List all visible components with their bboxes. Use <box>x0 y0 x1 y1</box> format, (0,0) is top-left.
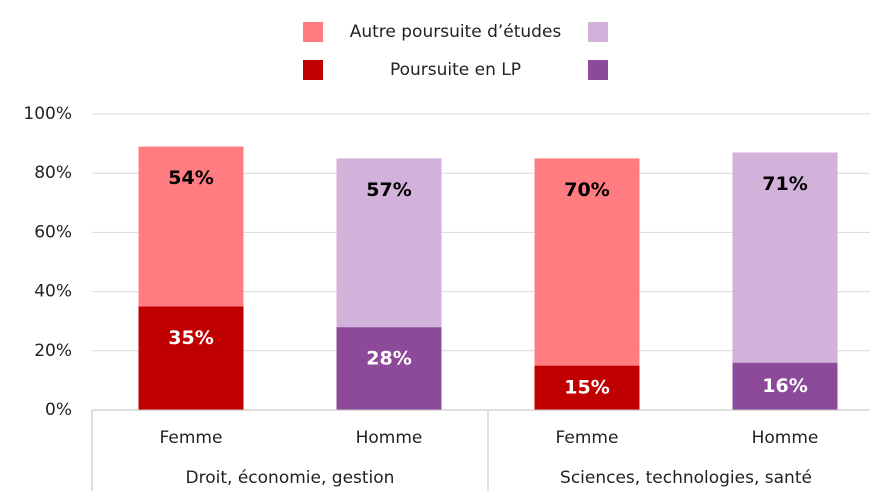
y-tick-label: 0% <box>45 400 72 420</box>
y-tick-label: 100% <box>23 104 72 124</box>
y-tick-label: 20% <box>34 341 72 361</box>
value-label: 35% <box>168 327 213 349</box>
bar-segment <box>336 327 442 410</box>
x-tick-label: Homme <box>356 428 423 448</box>
value-label: 71% <box>762 173 807 195</box>
legend-label: Autre poursuite d’études <box>350 22 562 42</box>
x-tick-label: Femme <box>160 428 223 448</box>
value-label: 15% <box>564 376 609 398</box>
legend-label: Poursuite en LP <box>390 60 521 80</box>
bar-segment <box>138 306 244 410</box>
bar-segment <box>534 158 640 366</box>
bar-segment <box>534 365 640 410</box>
value-label: 54% <box>168 167 213 189</box>
group-label: Sciences, technologies, santé <box>560 468 812 488</box>
y-tick-label: 60% <box>34 222 72 242</box>
legend-swatch <box>303 60 323 80</box>
value-label: 16% <box>762 375 807 397</box>
x-tick-label: Homme <box>752 428 819 448</box>
legend-swatch <box>588 60 608 80</box>
legend-swatch <box>588 22 608 42</box>
value-label: 70% <box>564 179 609 201</box>
y-tick-label: 80% <box>34 163 72 183</box>
bar-segment <box>138 146 244 307</box>
legend-swatch <box>303 22 323 42</box>
bar-segment <box>336 158 442 328</box>
value-label: 28% <box>366 348 411 370</box>
value-label: 57% <box>366 179 411 201</box>
y-tick-label: 40% <box>34 282 72 302</box>
group-label: Droit, économie, gestion <box>186 468 395 488</box>
x-tick-label: Femme <box>556 428 619 448</box>
bar-segment <box>732 362 838 410</box>
bar-segment <box>732 152 838 363</box>
